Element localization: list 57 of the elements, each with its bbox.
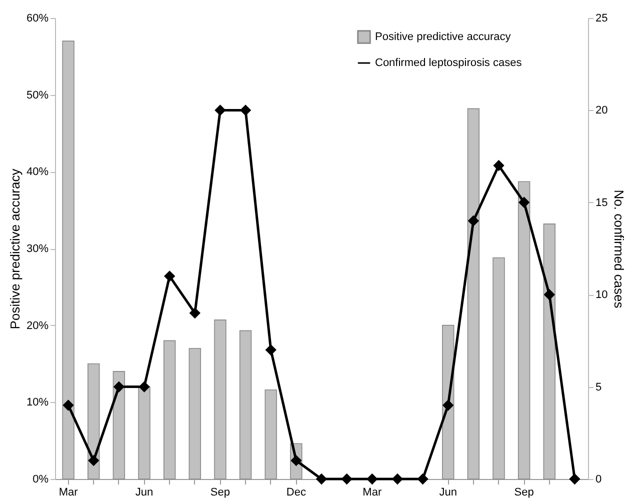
y2-tick-label: 0 [596, 474, 602, 486]
point [544, 289, 555, 300]
point [570, 474, 580, 484]
bar [467, 108, 480, 480]
bar [112, 371, 126, 480]
legend-label: Confirmed leptospirosis cases [375, 57, 522, 69]
point [392, 474, 403, 484]
y-tick-label: 60% [26, 12, 49, 24]
y2-tick-label: 25 [596, 12, 608, 24]
point [88, 455, 99, 466]
y2-axis-title: No. confirmed cases [612, 190, 627, 309]
y-tick-label: 40% [26, 166, 49, 178]
bar [264, 389, 277, 480]
point [164, 270, 175, 282]
point [494, 160, 504, 171]
bar [163, 340, 176, 480]
point [468, 216, 479, 226]
point [316, 474, 327, 484]
point [342, 474, 352, 484]
y-tick-label: 30% [26, 243, 49, 255]
point [442, 400, 454, 410]
point [139, 382, 150, 392]
point [240, 105, 251, 116]
y-tick-label: 10% [26, 396, 49, 409]
y2-tick-label: 15 [596, 196, 608, 209]
point [114, 382, 124, 392]
bar [138, 386, 150, 480]
bar [239, 330, 252, 480]
x-tick-label: Jun [135, 486, 154, 498]
x-tick-label: Sep [210, 486, 230, 498]
bar [543, 224, 556, 480]
x-tick-label: Dec [286, 486, 306, 498]
bar [62, 40, 74, 480]
y-tick-label: 20% [26, 320, 49, 332]
x-tick-label: Mar [362, 486, 382, 498]
point [63, 400, 74, 410]
y-axis-title: Positive predictive accuracy [7, 168, 22, 330]
bar [88, 363, 100, 480]
bar [492, 257, 505, 480]
point [518, 197, 530, 208]
point [366, 474, 378, 484]
y2-tick-label: 5 [596, 381, 602, 394]
bar [214, 320, 226, 480]
y2-tick-label: 20 [596, 104, 608, 117]
y-tick-label: 0% [32, 474, 49, 486]
bar [518, 181, 530, 480]
x-tick-label: Jun [439, 486, 457, 498]
y-tick-label: 50% [26, 89, 49, 102]
point [190, 308, 200, 318]
point [266, 344, 276, 356]
bar [188, 348, 201, 480]
x-tick-label: Mar [58, 486, 78, 498]
legend-label: Positive predictive accuracy [375, 31, 512, 43]
y2-tick-label: 10 [596, 289, 608, 302]
point [418, 474, 428, 484]
point [215, 105, 226, 116]
x-tick-label: Sep [514, 486, 534, 498]
